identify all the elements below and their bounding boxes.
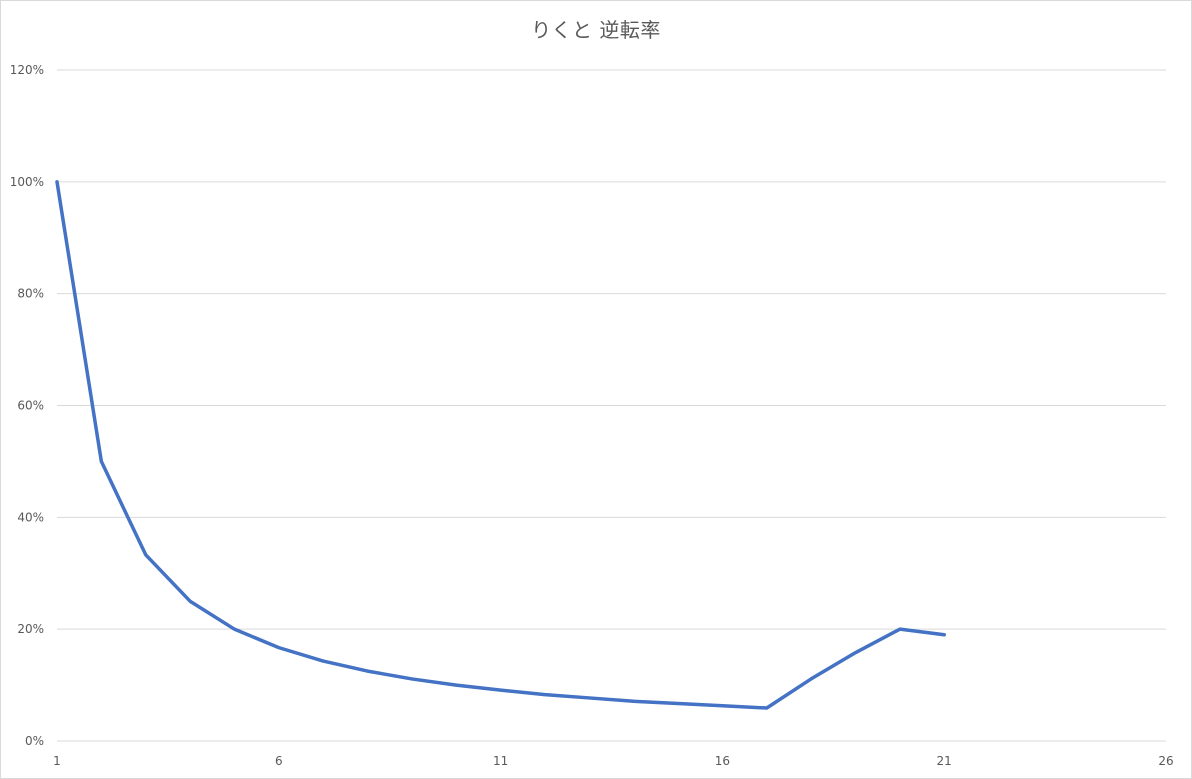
x-tick-label-5: 26 bbox=[1158, 754, 1173, 768]
series-layer bbox=[55, 180, 946, 710]
x-tick-label-2: 11 bbox=[493, 754, 508, 768]
x-tick-label-4: 21 bbox=[937, 754, 952, 768]
chart-title: りくと 逆転率 bbox=[531, 18, 661, 42]
x-tick-label-3: 16 bbox=[715, 754, 730, 768]
gridlines bbox=[57, 69, 1166, 742]
y-tick-label-5: 100% bbox=[10, 175, 44, 189]
y-tick-label-1: 20% bbox=[17, 622, 44, 636]
y-tick-label-0: 0% bbox=[25, 734, 44, 748]
y-tick-label-6: 120% bbox=[10, 63, 44, 77]
x-tick-label-1: 6 bbox=[275, 754, 283, 768]
y-tick-label-2: 40% bbox=[17, 510, 44, 524]
y-tick-label-3: 60% bbox=[17, 399, 44, 413]
x-axis-tick-labels: 1 6 11 16 21 26 bbox=[53, 754, 1173, 768]
x-tick-label-0: 1 bbox=[53, 754, 61, 768]
y-axis-tick-labels: 0% 20% 40% 60% 80% 100% 120% bbox=[10, 63, 44, 748]
y-tick-label-4: 80% bbox=[17, 287, 44, 301]
